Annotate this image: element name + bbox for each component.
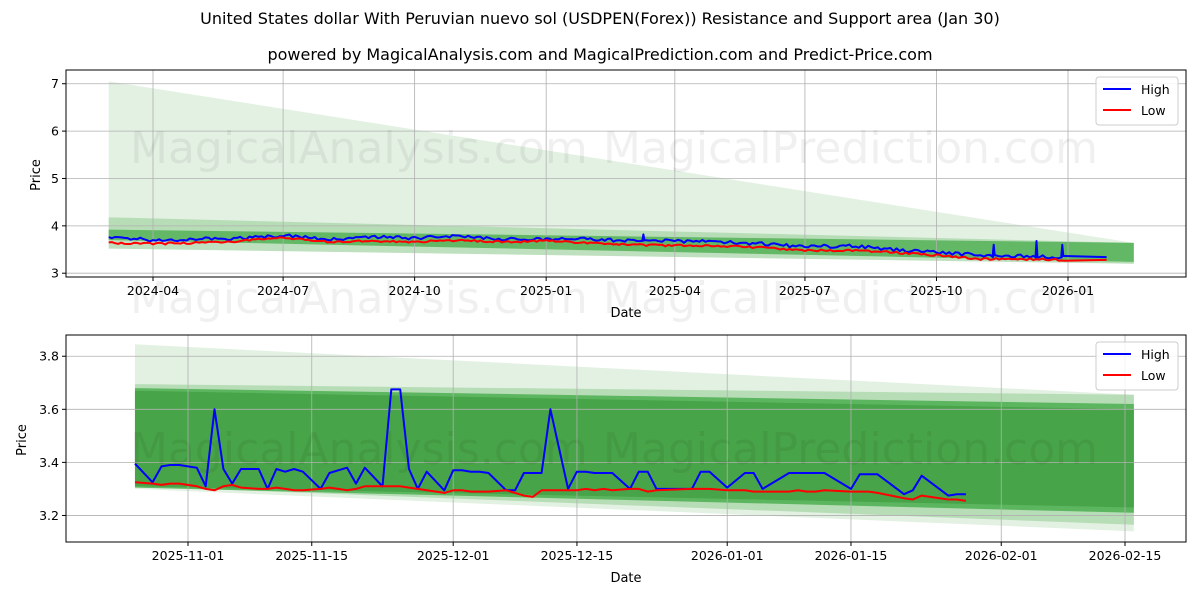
top-ticks: 2024-04 2024-07 2024-10 2025-01 2025-04 2025-… <box>51 76 1094 298</box>
x-tick-label: 2026-01 <box>1042 283 1094 298</box>
top-legend: High Low <box>1095 76 1179 126</box>
x-tick-label: 2026-02-15 <box>1089 548 1162 563</box>
bottom-axes-frame <box>65 334 1187 543</box>
top-grid <box>66 70 1186 277</box>
legend-low-label: Low <box>1141 368 1166 383</box>
x-tick-label: 2026-01-15 <box>815 548 888 563</box>
y-tick-label: 5 <box>51 171 59 186</box>
x-tick-label: 2026-02-01 <box>965 548 1038 563</box>
x-tick-label: 2025-12-15 <box>541 548 614 563</box>
watermark-prediction-top: MagicalPrediction.com <box>603 123 1098 174</box>
y-tick-label: 3 <box>51 266 59 281</box>
x-tick-label: 2025-01 <box>520 283 572 298</box>
bottom-legend: High Low <box>1095 341 1179 391</box>
x-tick-label: 2024-04 <box>127 283 179 298</box>
x-tick-label: 2024-10 <box>389 283 441 298</box>
x-tick-label: 2026-01-01 <box>691 548 764 563</box>
legend-low-label: Low <box>1141 103 1166 118</box>
bottom-y-axis-label: Price <box>15 424 30 456</box>
chart-subtitle: powered by MagicalAnalysis.com and Magic… <box>267 45 933 64</box>
top-chart: MagicalAnalysis.com MagicalPrediction.co… <box>29 69 1187 324</box>
series-low-line <box>108 236 1107 262</box>
y-tick-label: 3.8 <box>39 349 59 364</box>
bottom-x-axis-label: Date <box>610 571 641 586</box>
x-tick-label: 2024-07 <box>257 283 309 298</box>
x-tick-label: 2025-11-01 <box>152 548 225 563</box>
band-outer-light <box>108 81 1134 264</box>
bottom-bands <box>134 344 1134 532</box>
y-tick-label: 4 <box>51 218 59 233</box>
top-y-axis-label: Price <box>29 159 44 191</box>
legend-high-label: High <box>1141 347 1170 362</box>
legend-high-label: High <box>1141 82 1170 97</box>
x-tick-label: 2025-10 <box>910 283 962 298</box>
y-tick-label: 3.4 <box>39 455 59 470</box>
y-tick-label: 3.2 <box>39 508 59 523</box>
x-tick-label: 2025-11-15 <box>275 548 348 563</box>
y-tick-label: 7 <box>51 76 59 91</box>
watermark-prediction-mid: MagicalPrediction.com <box>603 273 1098 324</box>
top-axes-frame <box>65 69 1187 278</box>
top-series-lines <box>108 233 1107 262</box>
band-core <box>108 229 1134 262</box>
x-tick-label: 2025-04 <box>649 283 701 298</box>
series-low-line <box>134 481 967 502</box>
watermark-analysis-bottom: MagicalAnalysis.com <box>130 424 588 475</box>
chart-title: United States dollar With Peruvian nuevo… <box>200 9 1000 28</box>
bottom-chart: MagicalAnalysis.com MagicalPrediction.co… <box>15 334 1187 586</box>
top-x-axis-label: Date <box>610 306 641 321</box>
watermark-analysis-mid: MagicalAnalysis.com <box>130 273 588 324</box>
bottom-ticks: 2025-11-01 2025-11-15 2025-12-01 2025-12-15… <box>39 349 1161 563</box>
watermark-prediction-bottom: MagicalPrediction.com <box>603 424 1098 475</box>
x-tick-label: 2025-07 <box>779 283 831 298</box>
bottom-series-lines <box>134 388 967 502</box>
y-tick-label: 6 <box>51 124 59 139</box>
y-tick-label: 3.6 <box>39 402 59 417</box>
watermark-analysis-top: MagicalAnalysis.com <box>130 123 588 174</box>
x-tick-label: 2025-12-01 <box>417 548 490 563</box>
